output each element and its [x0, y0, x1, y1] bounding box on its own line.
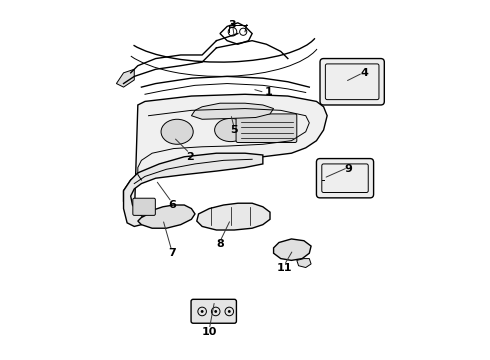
Text: 9: 9 — [344, 164, 352, 174]
FancyBboxPatch shape — [133, 198, 155, 215]
Text: 6: 6 — [168, 200, 176, 210]
Text: 2: 2 — [186, 152, 194, 162]
Text: 3: 3 — [229, 19, 236, 30]
Text: 10: 10 — [201, 327, 217, 337]
Text: 4: 4 — [361, 68, 368, 78]
Ellipse shape — [161, 119, 193, 144]
Polygon shape — [273, 239, 311, 260]
Circle shape — [214, 310, 217, 313]
Ellipse shape — [215, 118, 247, 141]
Polygon shape — [192, 103, 273, 119]
Polygon shape — [197, 203, 270, 230]
Polygon shape — [123, 153, 263, 226]
Text: 5: 5 — [230, 125, 238, 135]
Polygon shape — [138, 205, 195, 228]
Circle shape — [228, 310, 231, 313]
Polygon shape — [123, 94, 327, 219]
FancyBboxPatch shape — [317, 158, 373, 198]
Circle shape — [201, 310, 203, 313]
Text: 8: 8 — [216, 239, 224, 249]
Text: 1: 1 — [264, 87, 272, 98]
Polygon shape — [297, 258, 311, 267]
FancyBboxPatch shape — [320, 59, 384, 105]
Text: 7: 7 — [168, 248, 175, 258]
FancyBboxPatch shape — [191, 299, 237, 323]
Text: 11: 11 — [276, 262, 292, 273]
Polygon shape — [117, 69, 134, 87]
FancyBboxPatch shape — [236, 114, 297, 143]
